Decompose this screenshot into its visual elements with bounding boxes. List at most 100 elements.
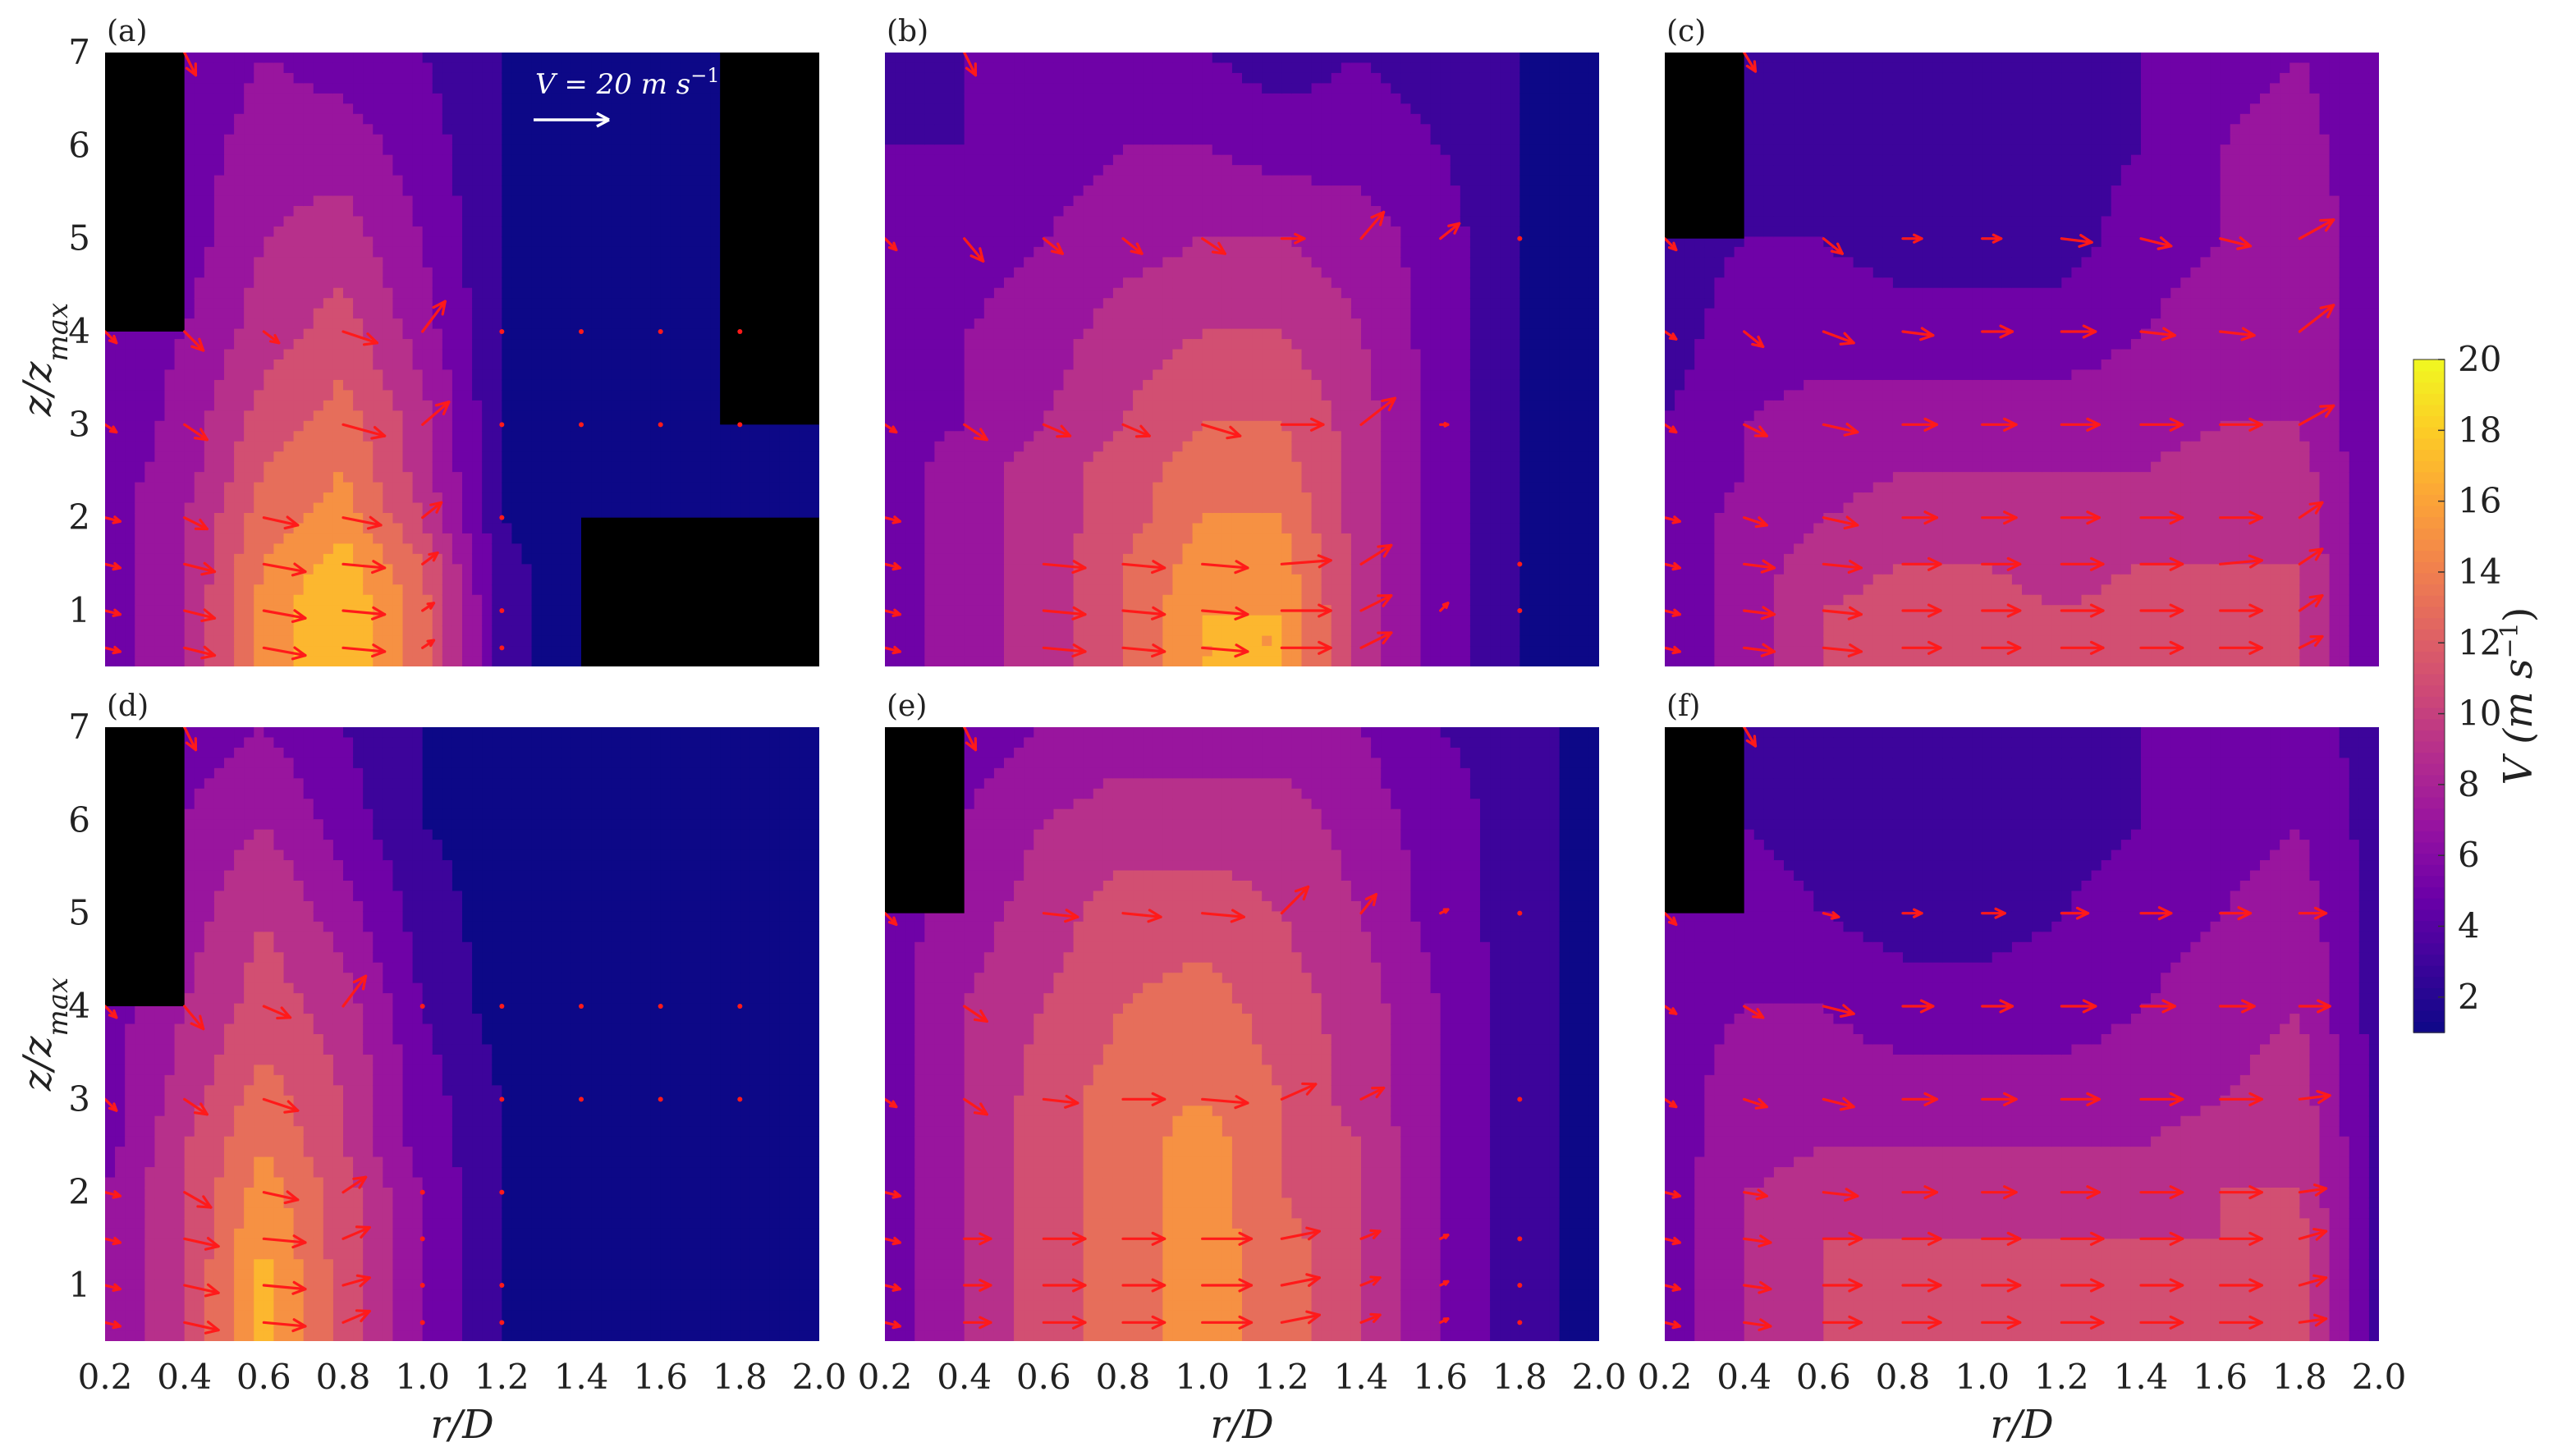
field-cell	[442, 236, 453, 248]
field-cell	[392, 134, 404, 145]
field-cell	[740, 482, 751, 493]
field-cell	[472, 53, 483, 64]
field-cell	[551, 482, 562, 493]
field-cell	[964, 103, 975, 115]
field-cell	[502, 472, 513, 483]
field-cell	[472, 553, 483, 565]
field-cell	[392, 369, 404, 381]
field-cell	[541, 144, 552, 156]
field-cell	[660, 492, 671, 504]
field-cell	[640, 339, 652, 350]
field-cell	[373, 216, 384, 227]
field-cell	[213, 656, 225, 666]
field-cell	[551, 287, 562, 299]
field-cell	[944, 185, 956, 197]
field-cell	[621, 379, 632, 391]
field-cell	[541, 390, 552, 401]
field-cell	[472, 349, 483, 360]
field-cell	[432, 287, 443, 299]
field-cell	[571, 349, 582, 360]
velocity-vector	[262, 562, 307, 577]
field-cell	[895, 369, 905, 381]
field-cell	[482, 431, 493, 442]
field-cell	[194, 584, 205, 596]
field-cell	[551, 420, 562, 433]
field-cell	[591, 308, 602, 319]
field-cell	[224, 216, 235, 227]
field-cell	[323, 615, 334, 626]
field-cell	[392, 287, 404, 299]
field-cell	[343, 154, 354, 166]
field-cell	[213, 472, 225, 483]
field-cell	[313, 451, 324, 463]
field-cell	[640, 390, 652, 401]
field-cell	[591, 62, 602, 74]
field-cell	[680, 369, 691, 381]
velocity-vector	[341, 560, 387, 575]
field-cell	[451, 502, 463, 514]
field-cell	[601, 339, 612, 350]
field-cell	[601, 134, 612, 145]
field-cell	[462, 318, 473, 330]
field-cell	[442, 216, 453, 227]
field-cell	[541, 564, 552, 575]
field-cell	[105, 492, 116, 504]
field-cell	[451, 451, 463, 463]
field-cell	[974, 605, 985, 616]
field-cell	[353, 533, 364, 545]
field-cell	[740, 441, 751, 452]
field-cell	[462, 625, 473, 637]
field-cell	[472, 635, 483, 647]
field-cell	[213, 615, 225, 626]
field-cell	[561, 625, 572, 637]
field-cell	[373, 226, 384, 238]
field-cell	[224, 441, 235, 452]
field-cell	[944, 93, 956, 105]
field-cell	[561, 513, 572, 524]
field-cell	[313, 134, 324, 145]
field-cell	[914, 53, 926, 64]
field-cell	[293, 502, 305, 514]
field-cell	[264, 185, 275, 197]
field-cell	[244, 134, 255, 145]
field-cell	[914, 420, 926, 433]
field-cell	[521, 62, 533, 74]
field-cell	[224, 175, 235, 186]
field-cell	[561, 615, 572, 626]
field-cell	[640, 461, 652, 473]
field-cell	[313, 359, 324, 371]
field-cell	[293, 379, 305, 391]
field-cell	[432, 605, 443, 616]
field-cell	[332, 553, 344, 565]
field-cell	[571, 553, 582, 565]
field-cell	[905, 625, 916, 637]
field-cell	[412, 543, 424, 555]
field-cell	[323, 574, 334, 586]
field-cell	[412, 420, 424, 433]
field-cell	[343, 124, 354, 135]
field-cell	[244, 431, 255, 442]
field-cell	[472, 246, 483, 259]
field-cell	[451, 154, 463, 166]
field-cell	[561, 134, 572, 145]
field-cell	[621, 400, 632, 412]
field-cell	[184, 83, 195, 94]
field-cell	[551, 492, 562, 504]
field-cell	[561, 553, 572, 565]
field-cell	[591, 236, 602, 248]
field-cell	[154, 400, 166, 412]
field-cell	[561, 124, 572, 135]
field-cell	[144, 502, 156, 514]
field-cell	[561, 339, 572, 350]
field-cell	[234, 523, 245, 534]
field-cell	[621, 175, 632, 186]
field-cell	[373, 318, 384, 330]
y-tick-label: 4	[68, 311, 90, 351]
field-cell	[905, 93, 916, 105]
field-cell	[492, 431, 503, 442]
field-cell	[905, 165, 916, 176]
field-cell	[234, 216, 245, 227]
field-cell	[511, 144, 523, 156]
field-cell	[964, 594, 975, 606]
field-cell	[630, 349, 642, 360]
